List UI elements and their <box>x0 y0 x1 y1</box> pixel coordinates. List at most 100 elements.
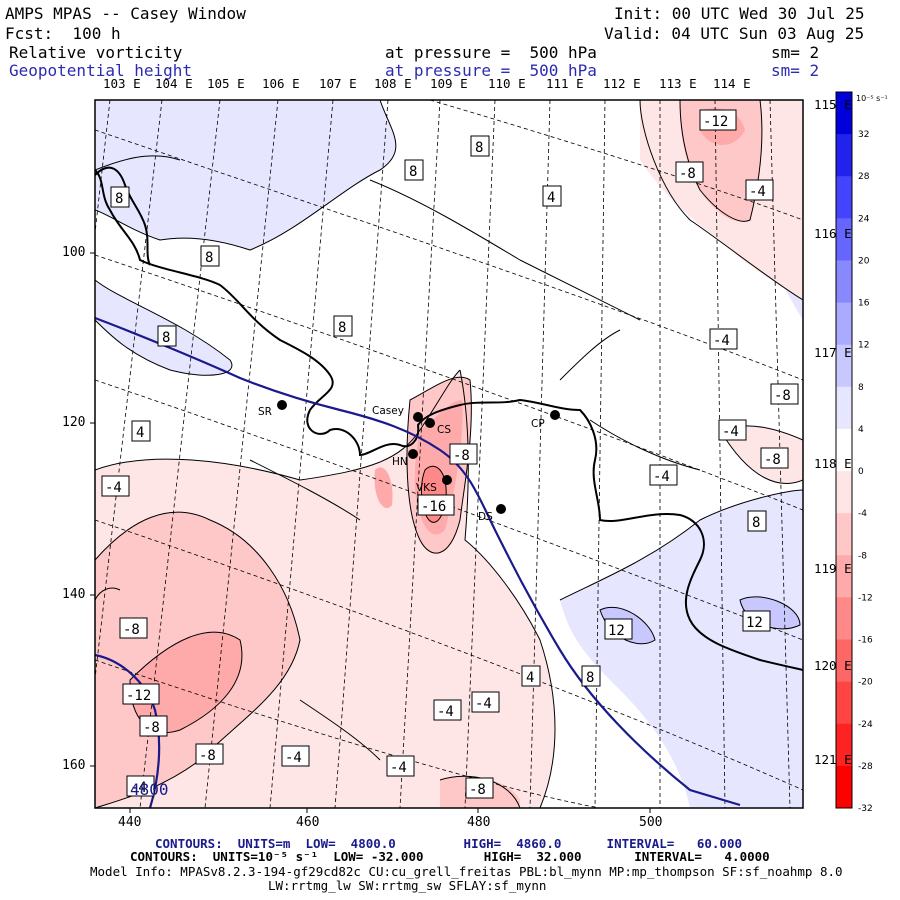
contour-label: -4 <box>433 699 462 721</box>
x-axis-label-480: 480 <box>467 815 491 830</box>
contour-label: -8 <box>195 743 224 765</box>
svg-text:-12: -12 <box>126 688 151 704</box>
height-contour-label: 4800 <box>130 780 169 799</box>
svg-text:-8: -8 <box>453 448 470 464</box>
colorbar-tick-label: 24 <box>858 214 870 224</box>
colorbar-tick-label: -12 <box>858 593 873 603</box>
svg-text:-8: -8 <box>199 748 216 764</box>
contour-label: 8 <box>470 135 490 157</box>
colorbar-tick-label: 28 <box>858 172 870 182</box>
svg-text:4: 4 <box>136 425 144 441</box>
contour-label: -4 <box>745 179 774 201</box>
field1-smooth: sm= 2 <box>771 43 820 62</box>
svg-text:-4: -4 <box>105 480 122 496</box>
svg-text:-4: -4 <box>285 750 302 766</box>
contour-label: 8 <box>333 315 353 337</box>
y-axis-label-140: 140 <box>62 587 86 602</box>
contour-label: 8 <box>200 245 220 267</box>
y-axis-label-120: 120 <box>62 415 86 430</box>
forecast-hour: Fcst: 100 h <box>5 24 121 43</box>
station-label-vks: VKS <box>416 482 437 494</box>
contour-label: 8 <box>747 510 767 532</box>
lon-label-top: 105 E <box>207 76 245 91</box>
valid-time: Valid: 04 UTC Sun 03 Aug 25 <box>604 24 865 43</box>
lon-label-top: 112 E <box>603 76 641 91</box>
colorbar-tick-label: 32 <box>858 130 869 140</box>
colorbar-tick-label: -8 <box>858 551 867 561</box>
x-axis-label-500: 500 <box>639 815 663 830</box>
colorbar-tick-label: 16 <box>858 299 870 309</box>
field2-smooth: sm= 2 <box>771 61 820 80</box>
contour-label: -8 <box>770 383 799 405</box>
svg-text:-8: -8 <box>774 388 791 404</box>
contour-label: -4 <box>386 755 415 777</box>
svg-text:-4: -4 <box>475 696 492 712</box>
contour-label: -4 <box>718 419 747 441</box>
svg-text:8: 8 <box>115 191 123 207</box>
svg-text:-4: -4 <box>722 424 739 440</box>
y-axis-label-160: 160 <box>62 758 86 773</box>
station-label-cs: CS <box>437 424 451 436</box>
svg-text:-8: -8 <box>469 782 486 798</box>
field2-name: Geopotential height <box>9 61 193 80</box>
station-markers <box>277 400 560 514</box>
contour-label: -12 <box>122 683 160 705</box>
graticule <box>95 100 803 808</box>
svg-text:-8: -8 <box>123 622 140 638</box>
footer-height-contours: CONTOURS: UNITS=m LOW= 4800.0 HIGH= 4860… <box>155 836 742 851</box>
colorbar-tick-label: 20 <box>858 256 870 266</box>
colorbar-swatch <box>836 260 852 304</box>
colorbar-swatch <box>836 639 852 683</box>
contour-label: -4 <box>649 464 678 486</box>
lon-label-top: 109 E <box>430 76 468 91</box>
contour-label: -4 <box>471 691 500 713</box>
lon-label-top: 108 E <box>374 76 412 91</box>
svg-text:8: 8 <box>162 330 170 346</box>
svg-text:8: 8 <box>475 140 483 156</box>
svg-text:-4: -4 <box>390 760 407 776</box>
svg-text:-8: -8 <box>679 166 696 182</box>
contour-label: -16 <box>417 494 455 516</box>
svg-text:-4: -4 <box>713 333 730 349</box>
lon-label-right: 119 E <box>814 561 852 576</box>
lon-label-right: 118 E <box>814 456 852 471</box>
axis-ticks <box>90 252 651 813</box>
station-label-sr: SR <box>258 406 272 418</box>
colorbar-swatch <box>836 681 852 725</box>
colorbar-swatch <box>836 597 852 641</box>
contour-label: 8 <box>581 665 601 687</box>
chart-title: AMPS MPAS -- Casey Window <box>5 4 246 23</box>
footer-vorticity-contours: CONTOURS: UNITS=10⁻⁵ s⁻¹ LOW= -32.000 HI… <box>130 849 770 864</box>
colorbar-tick-label: -32 <box>858 804 873 814</box>
contour-label: -8 <box>139 715 168 737</box>
station-label-hn: HN <box>392 456 408 468</box>
svg-text:-8: -8 <box>764 452 781 468</box>
coastline <box>95 166 803 671</box>
svg-text:-4: -4 <box>437 704 454 720</box>
footer-physics-info: LW:rrtmg_lw SW:rrtmg_sw SFLAY:sf_mynn <box>268 878 547 893</box>
colorbar-tick-label: 4 <box>858 425 864 435</box>
contour-label: -8 <box>465 777 494 799</box>
svg-text:-4: -4 <box>749 184 766 200</box>
lon-label-right: 120 E <box>814 658 852 673</box>
lon-label-top: 114 E <box>713 76 751 91</box>
colorbar-tick-label: 8 <box>858 383 864 393</box>
colorbar-tick-label: 12 <box>858 341 869 351</box>
y-axis-label-100: 100 <box>62 245 86 260</box>
geopotential-contours <box>95 316 741 808</box>
lon-label-top: 104 E <box>155 76 193 91</box>
lon-label-right: 115 E <box>814 97 852 112</box>
contour-label: -8 <box>675 161 704 183</box>
svg-text:12: 12 <box>608 623 625 639</box>
colorbar-tick-label: -24 <box>858 720 873 730</box>
svg-text:-12: -12 <box>703 114 728 130</box>
colorbar-unit: 10⁻⁵ s⁻¹ <box>856 94 888 103</box>
field1-level: at pressure = 500 hPa <box>385 43 597 62</box>
colorbar-swatch <box>836 218 852 261</box>
lon-label-right: 121 E <box>814 752 852 767</box>
lon-label-right: 116 E <box>814 226 852 241</box>
colorbar: 32 28 24 20 16 12 8 4 0 -4 -8 -12 -16 -20 -24 -28 -32 10⁻… <box>835 91 888 814</box>
contour-label: -8 <box>449 443 478 465</box>
colorbar-swatch <box>836 92 852 135</box>
contour-label: 8 <box>404 159 424 181</box>
